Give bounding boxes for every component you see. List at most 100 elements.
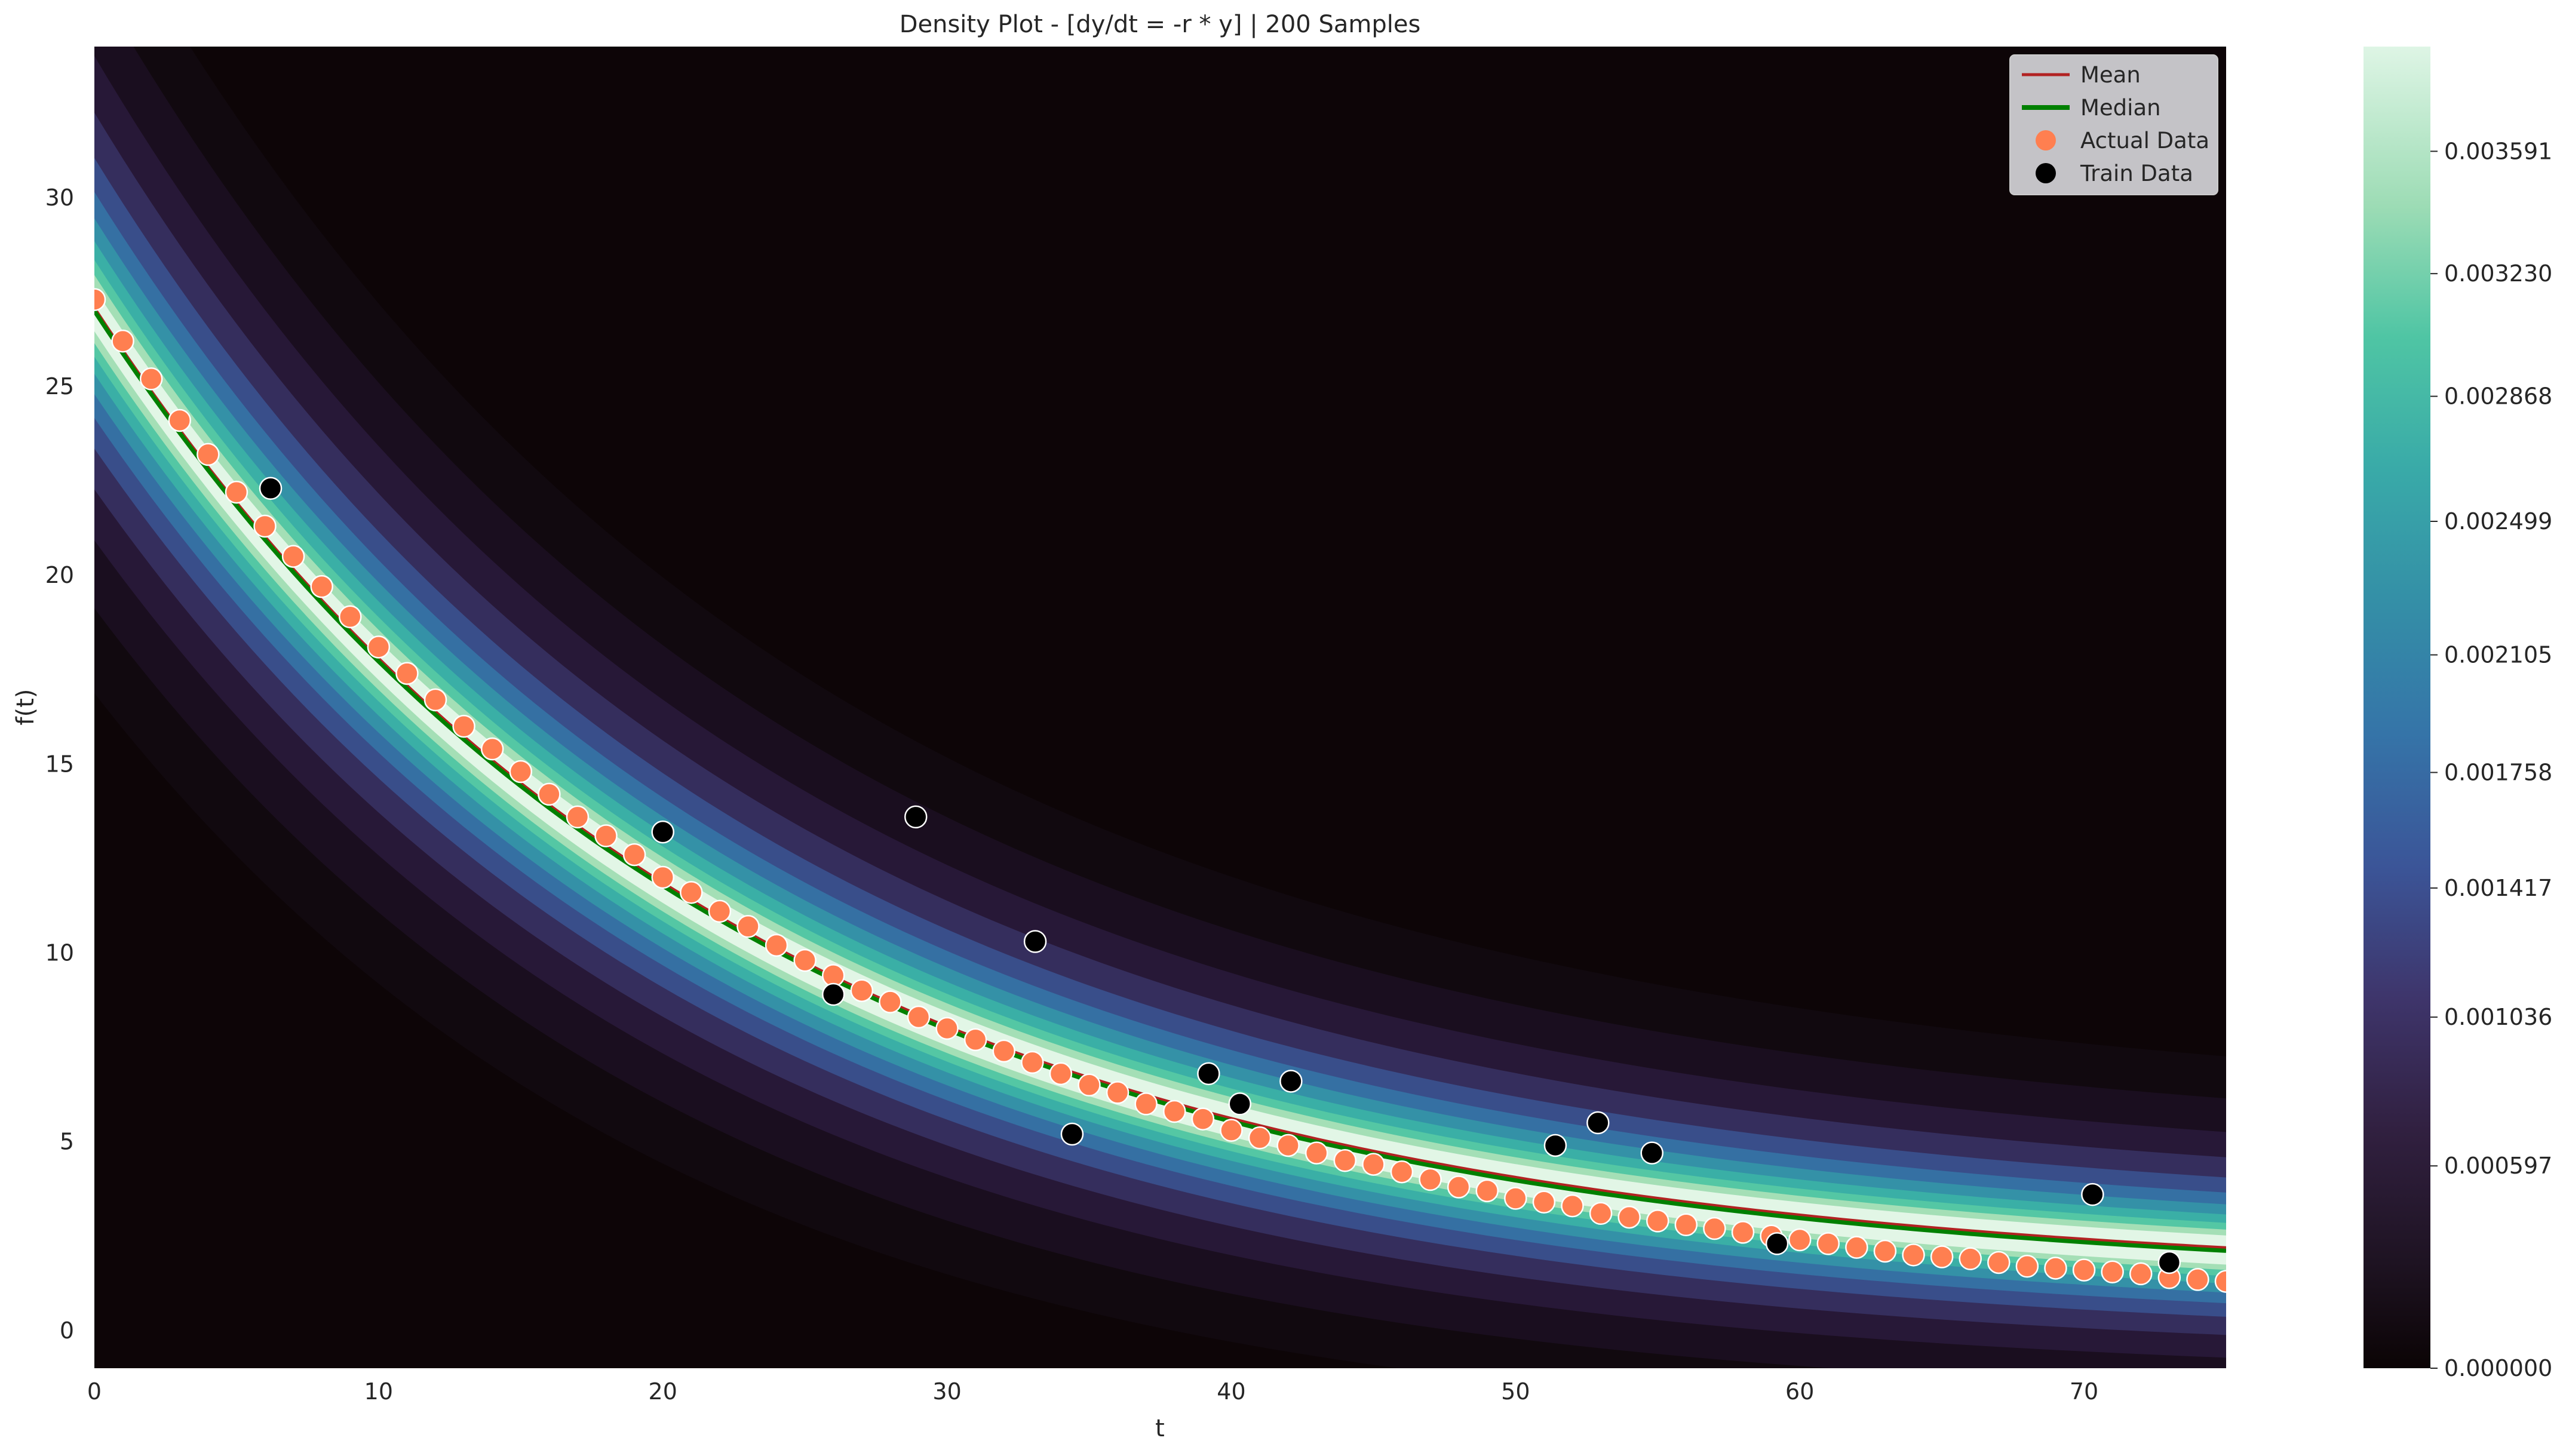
actual-data-point [992,1039,1016,1063]
actual-data-point [1475,1179,1499,1203]
train-data-point [1197,1062,1220,1086]
actual-data-point [1873,1239,1897,1263]
actual-data-point [963,1028,987,1052]
plot-area [94,47,2226,1368]
actual-data-point [367,635,391,659]
actual-data-point [538,782,561,806]
actual-data-point [793,948,817,972]
actual-data-point [253,514,277,538]
actual-data-point [708,899,732,923]
actual-data-point [1333,1148,1357,1172]
train-data-points [259,477,2181,1274]
actual-data-point [1703,1217,1726,1240]
x-tick-label: 40 [1217,1378,1245,1405]
colorbar-tick-label: 0.002105 [2444,642,2552,668]
actual-data-point [907,1005,931,1029]
actual-data-point [1589,1202,1613,1225]
actual-data-point [1049,1062,1073,1086]
actual-data-point [2129,1262,2153,1286]
actual-data-point [1959,1247,1982,1270]
actual-data-point [94,288,106,311]
actual-data-point [1276,1134,1300,1157]
x-tick-label: 0 [87,1378,102,1405]
actual-data-point [1788,1228,1812,1252]
series-lines [94,307,2226,1253]
actual-data-point [1390,1160,1414,1184]
colorbar-gradient [2364,47,2430,1368]
y-axis-ticks: 0 5 10 15 20 25 30 [45,185,74,1344]
actual-data-point [2101,1260,2124,1284]
actual-data-point [395,662,419,685]
actual-data-point [1646,1209,1669,1233]
actual-data-point [1021,1050,1044,1074]
train-data-point [1586,1111,1610,1135]
actual-data-point [1078,1073,1101,1097]
x-tick-label: 60 [1785,1378,1814,1405]
actual-data-point [566,805,590,829]
colorbar-tick-label: 0.002499 [2444,508,2552,535]
actual-data-point [225,480,248,504]
y-tick-label: 30 [45,185,74,211]
legend-swatch-train-data [2036,163,2056,183]
actual-data-point [736,914,760,938]
actual-data-points [94,288,2226,1293]
actual-data-point [1845,1236,1868,1259]
train-data-point [1228,1092,1251,1116]
colorbar-tick-label: 0.001758 [2444,759,2552,785]
actual-data-point [1106,1081,1129,1104]
train-data-point [2081,1182,2104,1206]
x-tick-label: 70 [2070,1378,2098,1405]
actual-data-point [2015,1255,2039,1278]
train-data-point [259,477,283,500]
colorbar-tick-label: 0.002868 [2444,383,2552,410]
actual-data-point [651,865,674,889]
colorbar-ticks: 0.000000 0.000597 0.001036 0.001417 0.001758… [2430,138,2552,1381]
median-line [94,309,2226,1253]
actual-data-point [680,881,703,904]
actual-data-point [1220,1119,1243,1142]
x-tick-label: 50 [1501,1378,1530,1405]
train-data-point [1765,1232,1789,1255]
actual-data-point [480,737,504,761]
actual-data-point [1419,1168,1442,1191]
train-data-point [1060,1122,1084,1146]
density-band-level-1 [94,47,2226,1368]
x-tick-label: 30 [932,1378,961,1405]
actual-data-point [1731,1221,1755,1244]
actual-data-point [1617,1205,1641,1229]
x-axis-label: t [1155,1415,1165,1442]
legend-label: Mean [2080,62,2141,88]
train-data-point [1640,1141,1663,1165]
actual-data-point [2072,1258,2096,1282]
actual-data-point [111,329,134,353]
actual-data-point [1504,1187,1527,1210]
actual-data-point [423,688,447,712]
actual-data-point [622,843,646,867]
colorbar-tick-label: 0.000597 [2444,1153,2552,1179]
colorbar-tick-label: 0.003230 [2444,260,2552,287]
y-tick-label: 20 [45,562,74,588]
actual-data-point [452,714,475,738]
train-data-point [1543,1134,1567,1157]
actual-data-point [879,990,902,1013]
actual-data-point [139,367,163,391]
legend-swatch-actual-data [2036,130,2056,150]
legend-label: Median [2080,95,2161,121]
actual-data-point [281,545,305,568]
actual-data-point [509,760,533,784]
actual-data-point [1674,1213,1698,1236]
train-data-point [2157,1251,2181,1274]
density-band-level-3 [94,56,2226,1358]
colorbar-tick-label: 0.001036 [2444,1004,2552,1030]
actual-data-point [2214,1270,2226,1293]
actual-data-point [1561,1194,1584,1218]
actual-data-point [2044,1257,2067,1280]
actual-data-point [168,408,192,432]
y-tick-label: 15 [45,751,74,777]
train-data-point [1023,930,1047,953]
actual-data-point [1816,1232,1840,1255]
y-axis-label: f(t) [12,689,39,726]
actual-data-point [1304,1141,1328,1165]
actual-data-point [1362,1153,1385,1176]
